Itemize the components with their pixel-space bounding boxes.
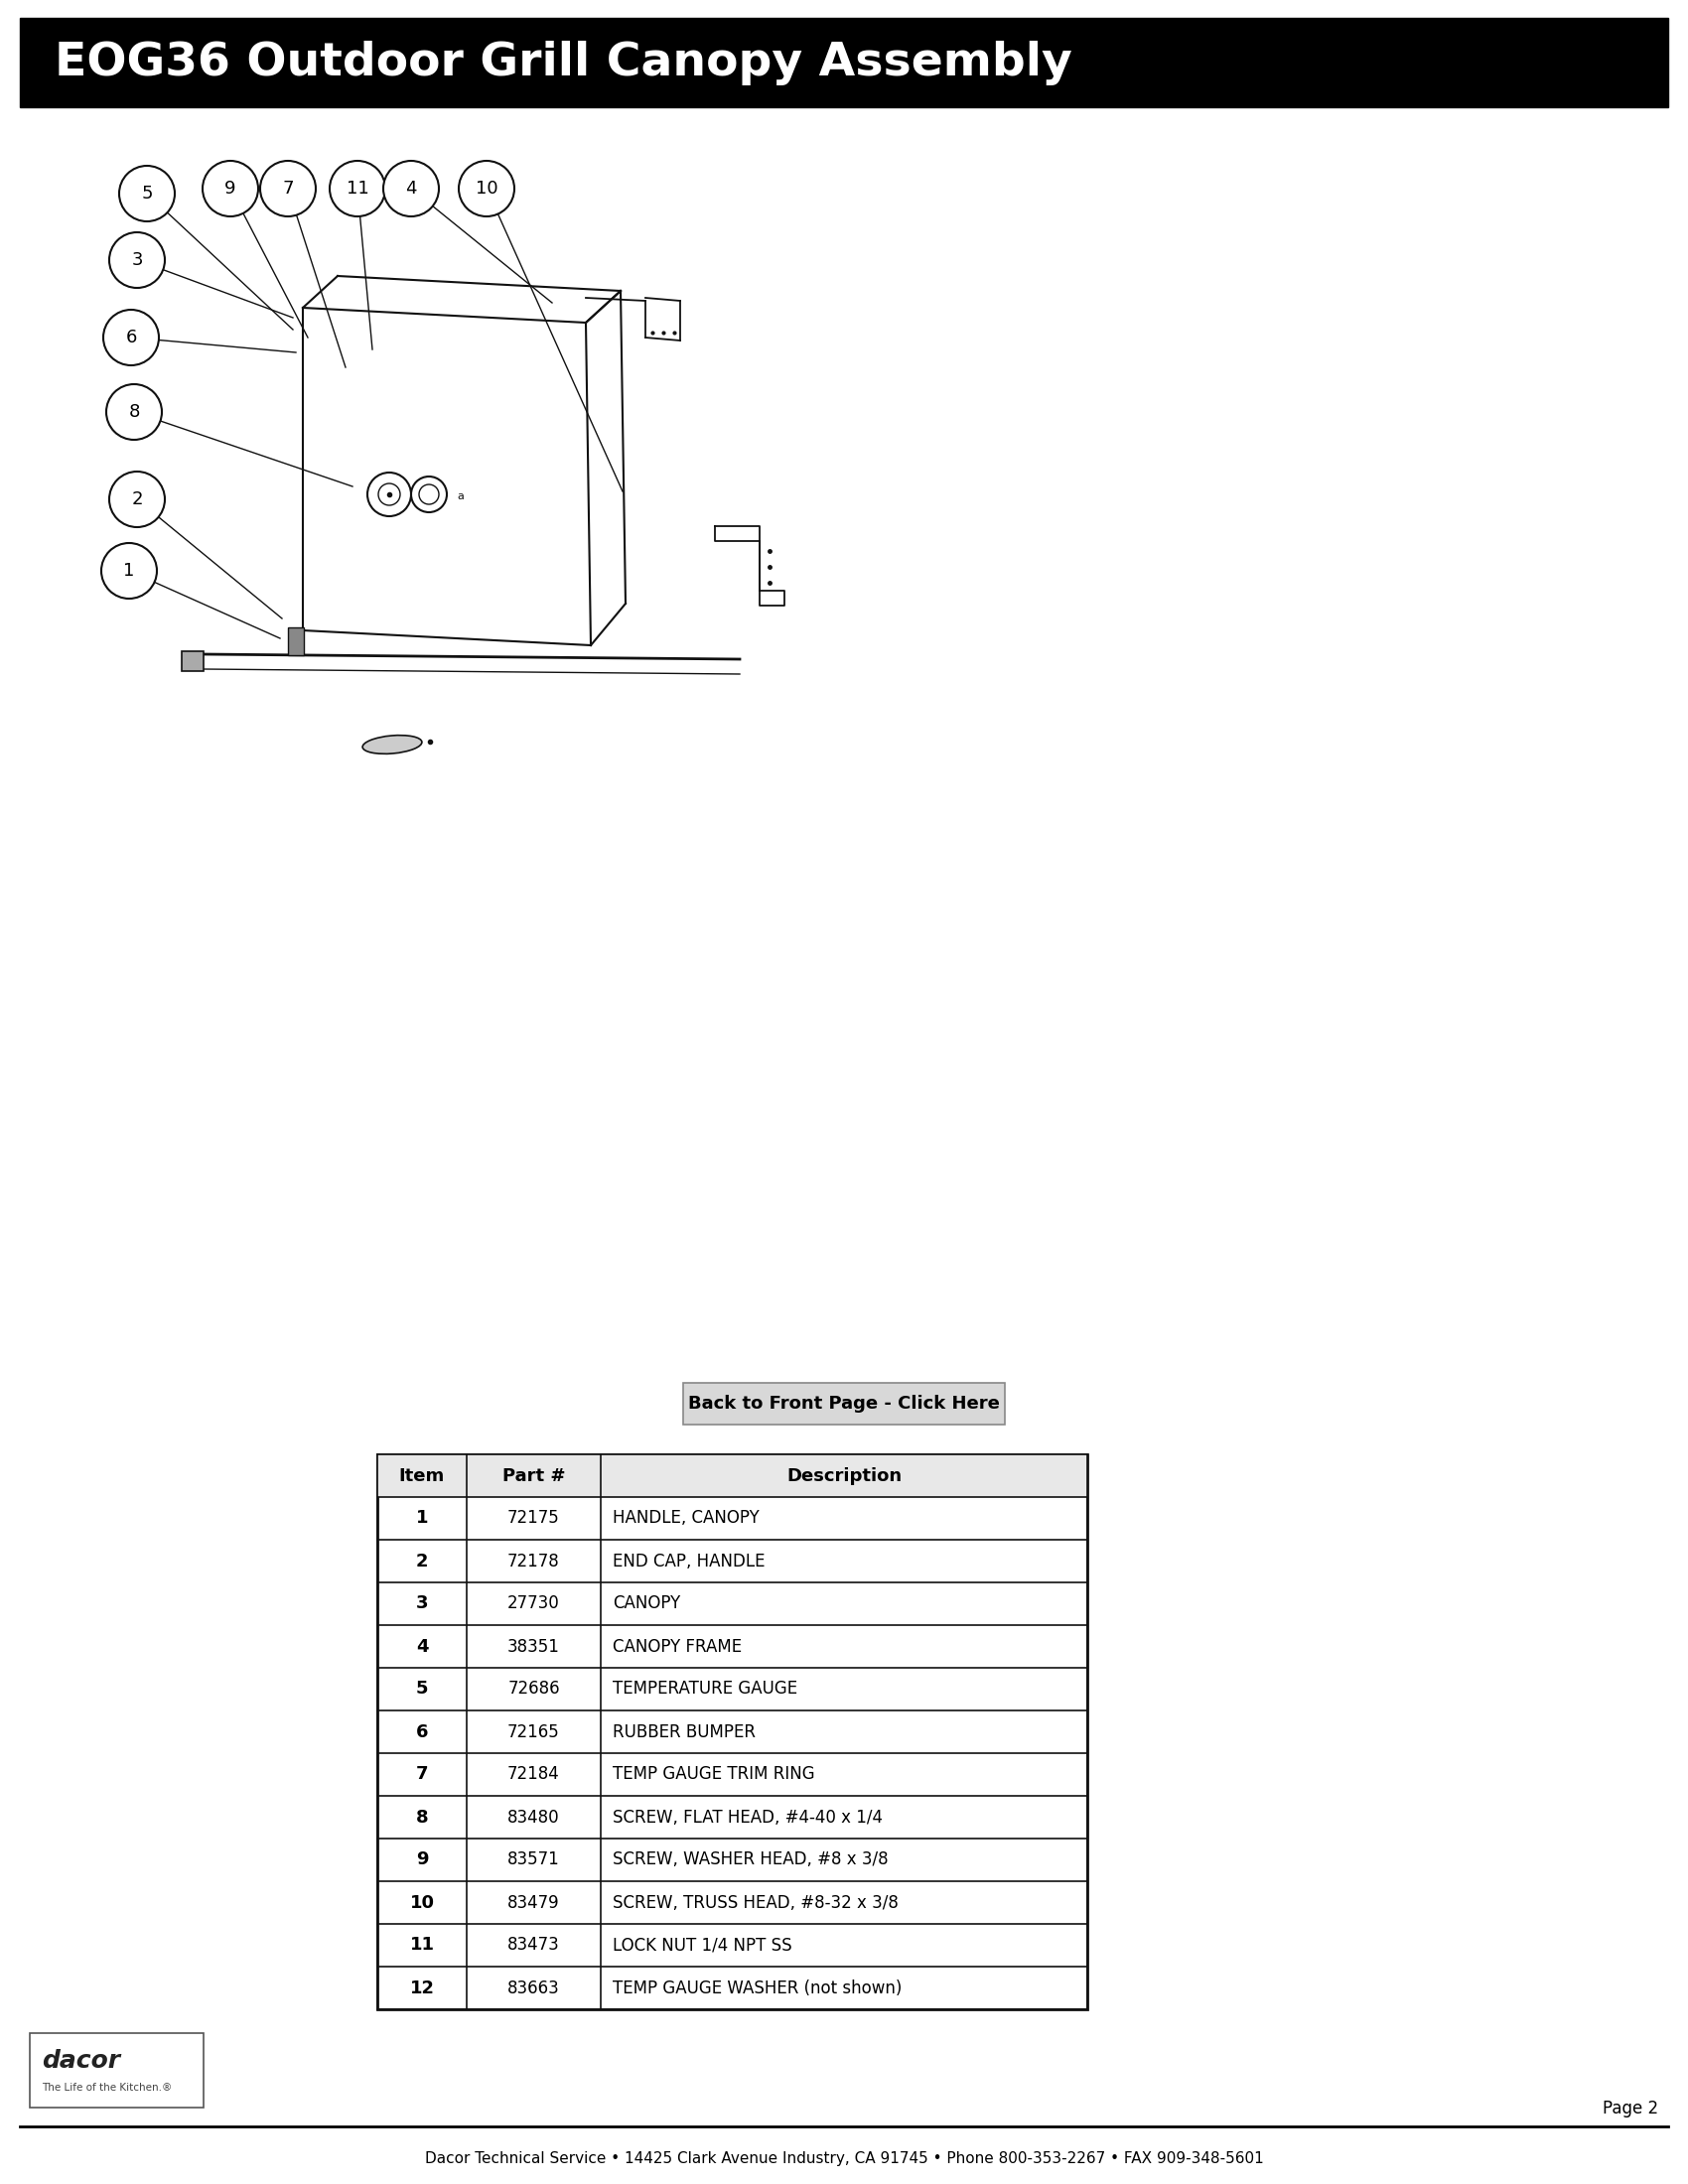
Bar (30, 2033, 204, 2108)
Text: 10: 10 (410, 1894, 434, 1911)
Text: Back to Front Page - Click Here: Back to Front Page - Click Here (689, 1396, 999, 1413)
Text: END CAP, HANDLE: END CAP, HANDLE (613, 1553, 765, 1570)
Text: 1: 1 (123, 561, 135, 579)
Text: 1: 1 (415, 1509, 429, 1527)
Text: CANOPY: CANOPY (613, 1594, 680, 1612)
Text: 3: 3 (132, 251, 143, 269)
Text: 3: 3 (415, 1594, 429, 1612)
Circle shape (120, 166, 176, 221)
Text: 11: 11 (346, 179, 368, 197)
Text: SCREW, WASHER HEAD, #8 x 3/8: SCREW, WASHER HEAD, #8 x 3/8 (613, 1852, 888, 1870)
Text: 7: 7 (415, 1765, 429, 1784)
Circle shape (106, 384, 162, 439)
Circle shape (101, 544, 157, 598)
Text: 72175: 72175 (508, 1509, 560, 1527)
Text: 38351: 38351 (508, 1638, 560, 1655)
Bar (378, 1455, 1087, 2009)
Text: TEMP GAUGE TRIM RING: TEMP GAUGE TRIM RING (613, 1765, 815, 1784)
Text: 8: 8 (128, 404, 140, 422)
Text: RUBBER BUMPER: RUBBER BUMPER (613, 1723, 756, 1741)
Bar (182, 651, 204, 670)
Text: TEMPERATURE GAUGE: TEMPERATURE GAUGE (613, 1679, 797, 1699)
Text: Dacor Technical Service • 14425 Clark Avenue Industry, CA 91745 • Phone 800-353-: Dacor Technical Service • 14425 Clark Av… (425, 2151, 1263, 2167)
Text: 72184: 72184 (508, 1765, 560, 1784)
Text: 7: 7 (282, 179, 294, 197)
Circle shape (110, 472, 165, 526)
Circle shape (103, 310, 159, 365)
Text: 72165: 72165 (508, 1723, 560, 1741)
Ellipse shape (363, 736, 422, 753)
Text: HANDLE, CANOPY: HANDLE, CANOPY (613, 1509, 760, 1527)
Text: 11: 11 (410, 1937, 434, 1955)
Text: 4: 4 (405, 179, 417, 197)
Text: SCREW, TRUSS HEAD, #8-32 x 3/8: SCREW, TRUSS HEAD, #8-32 x 3/8 (613, 1894, 898, 1911)
Text: Description: Description (787, 1468, 901, 1485)
Text: LOCK NUT 1/4 NPT SS: LOCK NUT 1/4 NPT SS (613, 1937, 792, 1955)
Text: 83571: 83571 (508, 1852, 560, 1870)
Text: SCREW, FLAT HEAD, #4-40 x 1/4: SCREW, FLAT HEAD, #4-40 x 1/4 (613, 1808, 883, 1826)
Bar (20, 17, 1668, 107)
Text: 83473: 83473 (508, 1937, 560, 1955)
Text: dacor: dacor (42, 2049, 120, 2073)
Text: a: a (457, 491, 464, 502)
Text: 6: 6 (125, 328, 137, 347)
Bar (289, 627, 304, 655)
Text: 4: 4 (415, 1638, 429, 1655)
Text: 6: 6 (415, 1723, 429, 1741)
Circle shape (203, 162, 258, 216)
Text: 12: 12 (410, 1979, 434, 1996)
Text: 2: 2 (132, 491, 143, 509)
Text: CANOPY FRAME: CANOPY FRAME (613, 1638, 741, 1655)
Text: 2: 2 (415, 1553, 429, 1570)
Circle shape (260, 162, 316, 216)
Text: 9: 9 (225, 179, 236, 197)
Text: 27730: 27730 (508, 1594, 560, 1612)
Text: Part #: Part # (501, 1468, 565, 1485)
Circle shape (383, 162, 439, 216)
Text: 8: 8 (415, 1808, 429, 1826)
Circle shape (329, 162, 385, 216)
Text: 5: 5 (142, 186, 152, 203)
Text: 10: 10 (476, 179, 498, 197)
Text: 72686: 72686 (508, 1679, 560, 1699)
Text: 72178: 72178 (508, 1553, 560, 1570)
Text: 83479: 83479 (508, 1894, 560, 1911)
FancyBboxPatch shape (684, 1382, 1004, 1424)
Text: 83663: 83663 (508, 1979, 560, 1996)
Circle shape (110, 232, 165, 288)
Text: 5: 5 (415, 1679, 429, 1699)
Text: 83480: 83480 (508, 1808, 560, 1826)
Bar (378, 1455, 1087, 1496)
Text: Page 2: Page 2 (1602, 2099, 1658, 2118)
Text: TEMP GAUGE WASHER (not shown): TEMP GAUGE WASHER (not shown) (613, 1979, 901, 1996)
Text: 9: 9 (415, 1852, 429, 1870)
Circle shape (459, 162, 515, 216)
Text: The Life of the Kitchen.®: The Life of the Kitchen.® (42, 2084, 172, 2092)
Text: EOG36 Outdoor Grill Canopy Assembly: EOG36 Outdoor Grill Canopy Assembly (54, 39, 1072, 85)
Text: Item: Item (398, 1468, 446, 1485)
